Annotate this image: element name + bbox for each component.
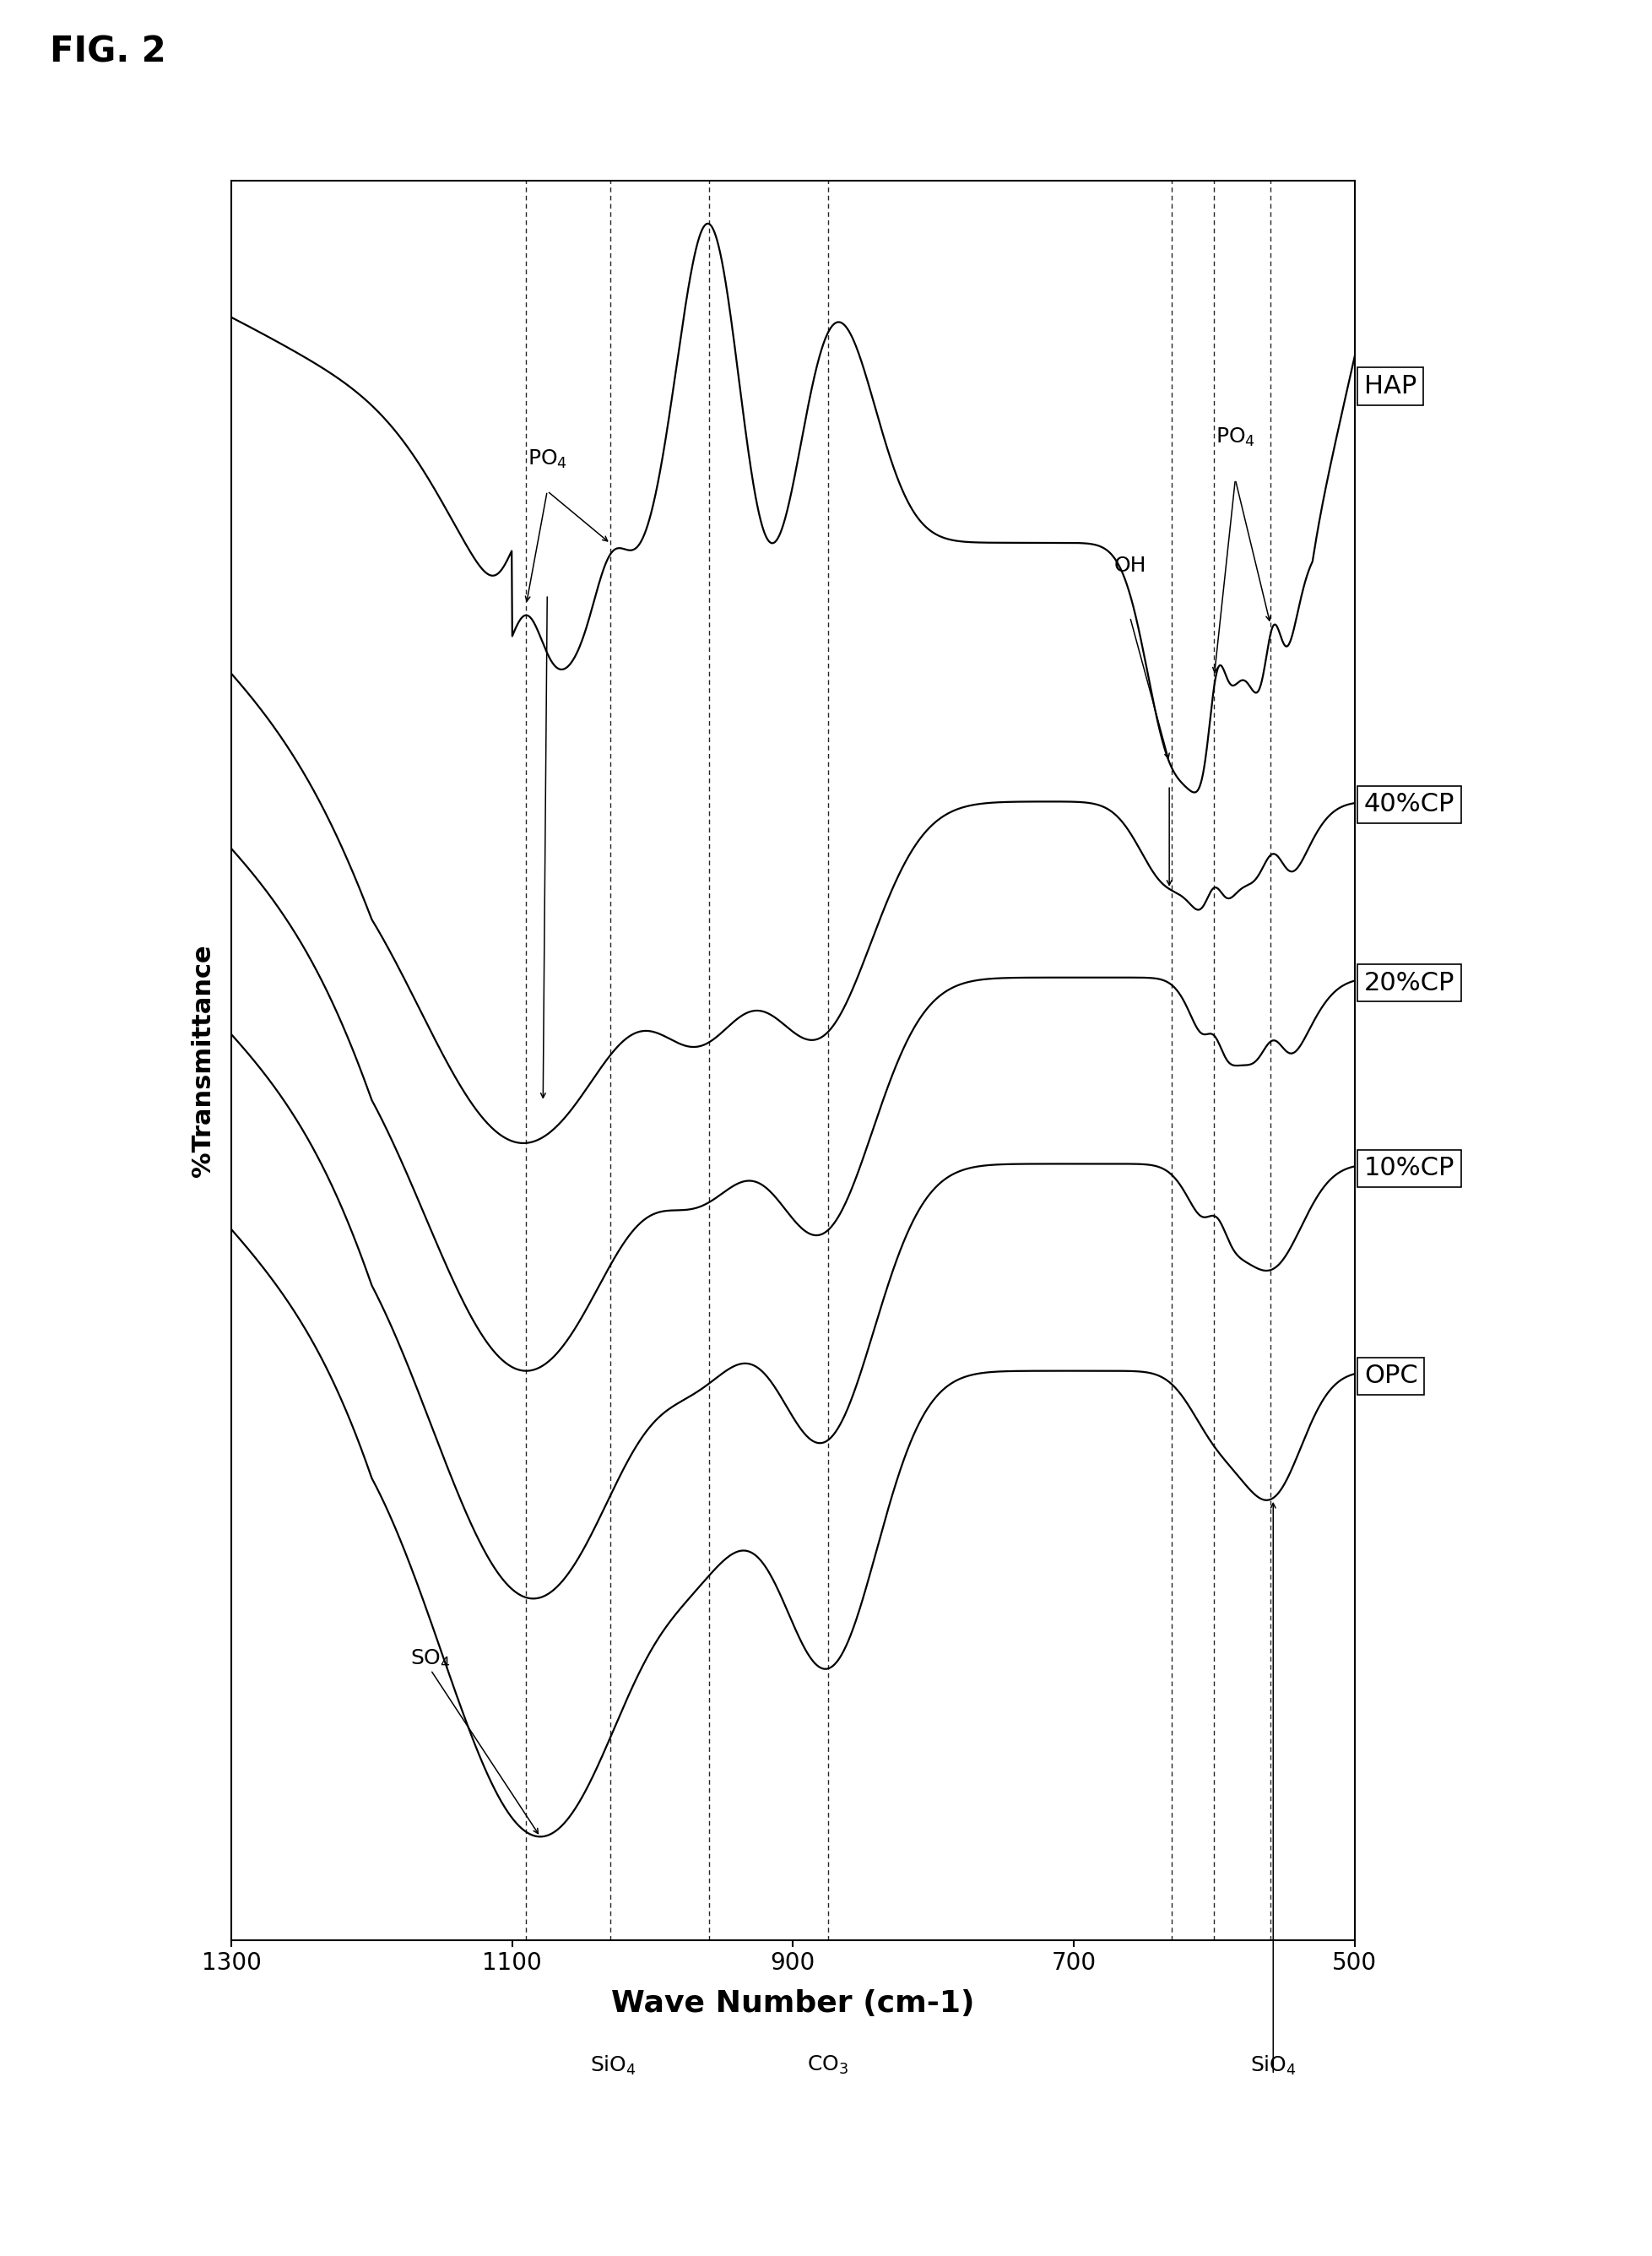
Text: CO$_3$: CO$_3$ bbox=[808, 2053, 849, 2076]
X-axis label: Wave Number (cm-1): Wave Number (cm-1) bbox=[611, 1990, 975, 2017]
Text: HAP: HAP bbox=[1365, 374, 1416, 399]
Text: 10%CP: 10%CP bbox=[1365, 1155, 1455, 1180]
Text: FIG. 2: FIG. 2 bbox=[50, 34, 165, 70]
Y-axis label: %Transmittance: %Transmittance bbox=[190, 943, 215, 1178]
Text: OH: OH bbox=[1113, 555, 1146, 575]
Text: SiO$_4$: SiO$_4$ bbox=[1251, 2053, 1297, 2078]
Text: SO$_4$: SO$_4$ bbox=[410, 1647, 451, 1669]
Text: PO$_4$: PO$_4$ bbox=[1216, 426, 1256, 449]
Text: OPC: OPC bbox=[1365, 1365, 1417, 1387]
Text: PO$_4$: PO$_4$ bbox=[527, 449, 567, 469]
Text: 20%CP: 20%CP bbox=[1365, 970, 1455, 995]
Text: SiO$_4$: SiO$_4$ bbox=[590, 2053, 636, 2078]
Text: 40%CP: 40%CP bbox=[1365, 792, 1455, 817]
